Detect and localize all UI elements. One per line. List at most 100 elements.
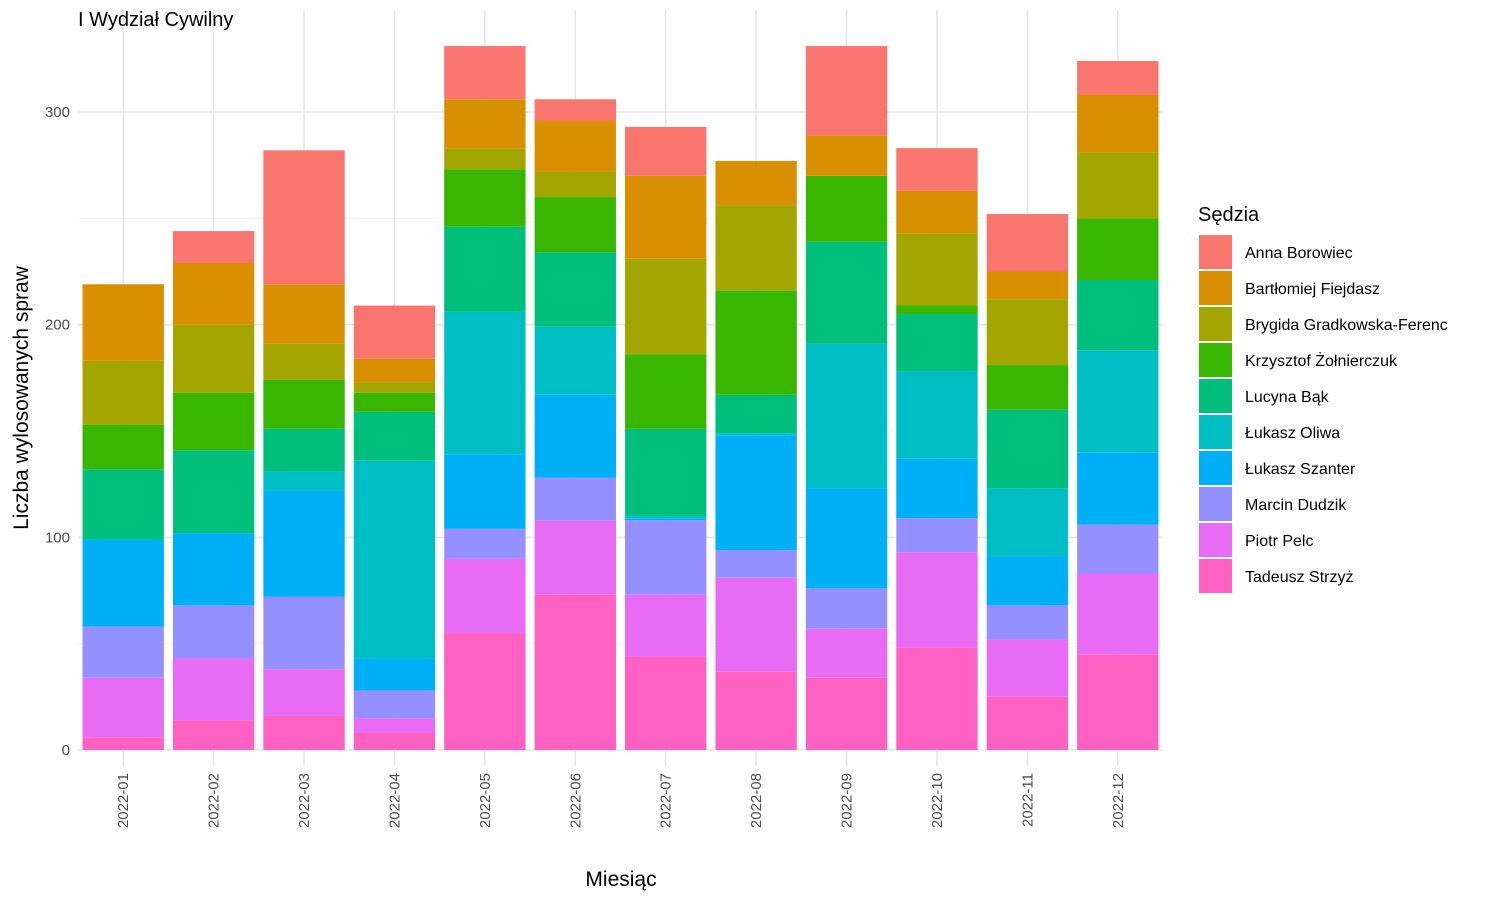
x-tick-label: 2022-03 xyxy=(296,773,313,828)
x-tick-label: 2022-08 xyxy=(748,773,765,828)
y-tick-label: 0 xyxy=(62,742,70,759)
bar-segment-krzysztof-o-nierczuk xyxy=(534,197,616,253)
bar-segment-tadeusz-strzy- xyxy=(625,656,707,750)
bar-segment--ukasz-szanter xyxy=(444,454,526,529)
legend-label: Brygida Gradkowska-Ferenc xyxy=(1245,317,1448,334)
bar-segment-piotr-pelc xyxy=(1077,573,1159,655)
bar-segment-krzysztof-o-nierczuk xyxy=(625,354,707,429)
bar-segment--ukasz-szanter xyxy=(172,533,255,606)
bar-segment-brygida-gradkowska-ferenc xyxy=(353,382,436,393)
x-tick-label: 2022-05 xyxy=(477,773,494,828)
bar-segment--ukasz-szanter xyxy=(805,488,888,589)
bar-segment-lucyna-b-k xyxy=(82,469,164,540)
bar-segment-brygida-gradkowska-ferenc xyxy=(1077,152,1159,219)
x-tick-label: 2022-02 xyxy=(206,773,223,828)
legend-label: Łukasz Oliwa xyxy=(1245,425,1340,442)
bar-segment-marcin-dudzik xyxy=(444,528,526,559)
bar-segment-lucyna-b-k xyxy=(172,450,255,534)
x-tick-label: 2022-04 xyxy=(386,773,403,828)
legend: Sędzia Anna Borowiec Bartłomiej Fiejdasz B… xyxy=(1198,204,1448,593)
bar-segment-lucyna-b-k xyxy=(805,241,888,344)
bar-segment-anna-borowiec xyxy=(172,231,255,263)
bar-segment-lucyna-b-k xyxy=(896,314,978,372)
bar-segment--ukasz-szanter xyxy=(715,435,797,551)
bar-segment-krzysztof-o-nierczuk xyxy=(715,290,797,395)
bar-segment--ukasz-szanter xyxy=(1077,452,1159,525)
bar-segment-tadeusz-strzy- xyxy=(172,720,255,750)
bar-segment--ukasz-szanter xyxy=(263,490,345,597)
y-tick-label: 300 xyxy=(45,104,70,121)
legend-swatch xyxy=(1199,307,1232,341)
bar-segment-brygida-gradkowska-ferenc xyxy=(986,299,1069,366)
bar-segment--ukasz-oliwa xyxy=(805,343,888,489)
legend-swatch xyxy=(1199,343,1232,377)
bar-segment-marcin-dudzik xyxy=(625,520,707,595)
bar-segment-brygida-gradkowska-ferenc xyxy=(263,343,345,380)
bar-segment-bart-omiej-fiejdasz xyxy=(1077,94,1159,153)
bar-segment-krzysztof-o-nierczuk xyxy=(896,305,978,315)
bar-segment-anna-borowiec xyxy=(444,46,526,100)
bar-segment-piotr-pelc xyxy=(534,520,616,595)
bar-segment--ukasz-oliwa xyxy=(986,488,1069,557)
bar-segment-piotr-pelc xyxy=(625,594,707,657)
bar-segment-marcin-dudzik xyxy=(172,605,255,659)
bar-segment-tadeusz-strzy- xyxy=(1077,654,1159,750)
x-tick-label: 2022-06 xyxy=(567,773,584,828)
x-tick-label: 2022-01 xyxy=(115,773,132,828)
bar-segment-anna-borowiec xyxy=(986,214,1069,272)
legend-label: Tadeusz Strzyż xyxy=(1245,569,1353,586)
bar-segment-lucyna-b-k xyxy=(715,394,797,434)
bar-segment--ukasz-oliwa xyxy=(263,471,345,491)
bar-segment-piotr-pelc xyxy=(896,552,978,648)
x-tick-label: 2022-11 xyxy=(1019,773,1036,827)
legend-swatch xyxy=(1199,235,1232,269)
legend-label: Marcin Dudzik xyxy=(1245,497,1347,514)
bar-segment-lucyna-b-k xyxy=(625,428,707,517)
bar-segment--ukasz-szanter xyxy=(353,658,436,691)
legend-label: Bartłomiej Fiejdasz xyxy=(1245,281,1380,298)
bar-segment-bart-omiej-fiejdasz xyxy=(534,120,616,172)
bar-segment-marcin-dudzik xyxy=(1077,524,1159,574)
bar-segment-piotr-pelc xyxy=(986,639,1069,697)
x-axis-title: Miesiąc xyxy=(585,868,656,891)
legend-swatch xyxy=(1199,379,1232,413)
bar-segment-lucyna-b-k xyxy=(534,252,616,327)
bar-segment-piotr-pelc xyxy=(444,558,526,634)
x-tick-label: 2022-09 xyxy=(839,773,856,828)
bar-segment-tadeusz-strzy- xyxy=(353,732,436,750)
y-tick-label: 100 xyxy=(45,529,70,546)
bar-segment-marcin-dudzik xyxy=(986,605,1069,640)
bar-segment--ukasz-szanter xyxy=(896,458,978,519)
bar-segment-brygida-gradkowska-ferenc xyxy=(172,324,255,393)
bar-segment-bart-omiej-fiejdasz xyxy=(625,175,707,259)
bar-segment-bart-omiej-fiejdasz xyxy=(715,160,797,206)
bar-segment-tadeusz-strzy- xyxy=(986,696,1069,750)
bar-segment-tadeusz-strzy- xyxy=(805,677,888,750)
bar-segment-krzysztof-o-nierczuk xyxy=(263,379,345,429)
legend-items: Anna Borowiec Bartłomiej Fiejdasz Brygida … xyxy=(1199,235,1448,593)
bar-segment-krzysztof-o-nierczuk xyxy=(986,365,1069,410)
legend-swatch xyxy=(1199,487,1232,521)
bar-segment-marcin-dudzik xyxy=(263,596,345,670)
legend-label: Krzysztof Żołnierczuk xyxy=(1245,351,1398,370)
bar-segment--ukasz-szanter xyxy=(625,518,707,521)
bar-segment-brygida-gradkowska-ferenc xyxy=(896,233,978,306)
bar-segment--ukasz-oliwa xyxy=(625,516,707,519)
bar-segment-anna-borowiec xyxy=(534,99,616,121)
bar-segment-tadeusz-strzy- xyxy=(715,671,797,750)
bar-segment-krzysztof-o-nierczuk xyxy=(444,169,526,227)
bar-segment-krzysztof-o-nierczuk xyxy=(805,175,888,242)
bar-segment-lucyna-b-k xyxy=(444,226,526,312)
bar-segment-tadeusz-strzy- xyxy=(896,647,978,750)
bar-segment-piotr-pelc xyxy=(715,577,797,672)
bar-segment-piotr-pelc xyxy=(172,658,255,721)
bar-segment-lucyna-b-k xyxy=(1077,280,1159,351)
legend-label: Łukasz Szanter xyxy=(1245,461,1356,478)
legend-swatch xyxy=(1199,271,1232,305)
bar-segment-bart-omiej-fiejdasz xyxy=(263,284,345,344)
bar-segment-anna-borowiec xyxy=(896,148,978,191)
legend-swatch xyxy=(1199,451,1232,485)
bar-segment-marcin-dudzik xyxy=(534,477,616,521)
